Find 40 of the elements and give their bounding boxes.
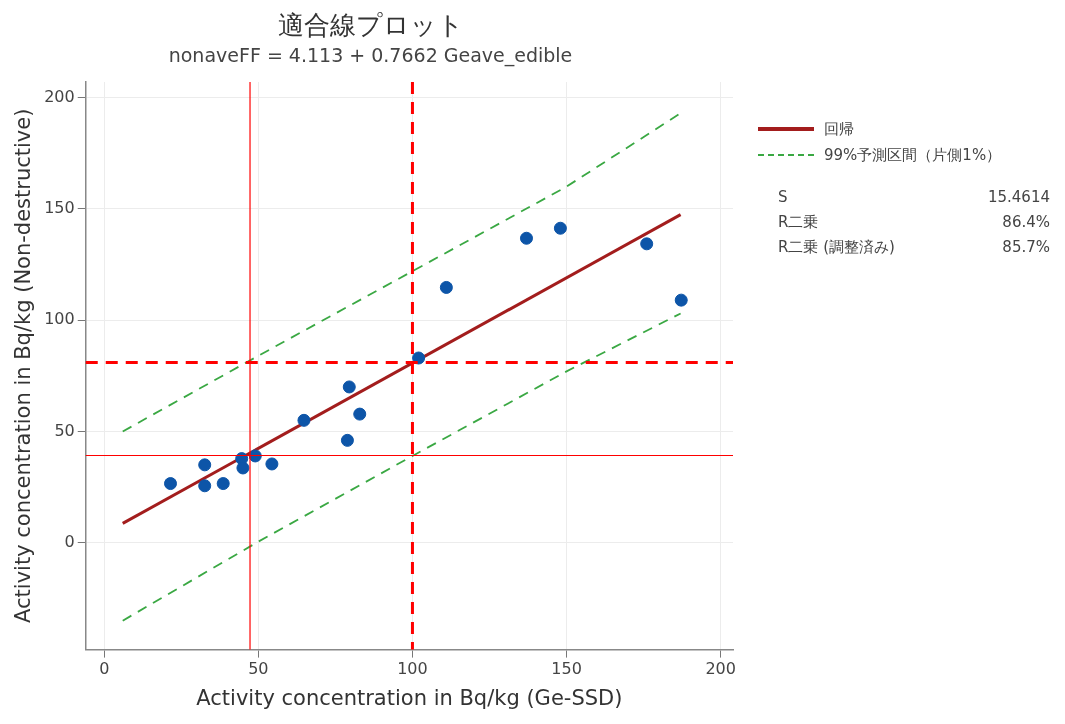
text: 85.7% (1002, 238, 1050, 258)
chart-subtitle: nonaveFF = 4.113 + 0.7662 Geave_edible (168, 43, 573, 67)
text: R二乗 (778, 213, 819, 233)
text: R二乗 (調整済み) (778, 238, 895, 258)
point (297, 413, 311, 427)
point (198, 458, 212, 472)
text: 86.4% (1002, 213, 1050, 233)
x-axis-title: Activity concentration in Bq/kg (Ge-SSD) (196, 685, 623, 710)
point (640, 237, 654, 251)
line-series (121, 112, 682, 433)
x-tick-label: 100 (397, 659, 428, 679)
point (236, 461, 250, 475)
x-tick-label: 200 (705, 659, 736, 679)
line-series (121, 312, 682, 622)
point (553, 221, 567, 235)
point (674, 293, 688, 307)
y-tick-label: 150 (44, 198, 75, 218)
point (265, 457, 279, 471)
y-tick-label: 200 (44, 86, 75, 106)
text: 15.4614 (987, 188, 1050, 208)
point (439, 280, 453, 294)
x-tick-label: 0 (99, 659, 110, 679)
point (216, 477, 230, 491)
x-tick-label: 150 (551, 659, 582, 679)
point (353, 407, 367, 421)
point (519, 231, 533, 245)
y-axis-title: Activity concentration in Bq/kg (Non-destructive) (11, 108, 36, 623)
point (342, 380, 356, 394)
text: S (778, 188, 788, 208)
point (164, 477, 177, 491)
chart-title: 適合線プロット (277, 10, 464, 41)
point (198, 479, 212, 493)
point (340, 433, 354, 447)
x-tick-label: 50 (248, 659, 269, 679)
legend-label: 99%予測区間（片側1%） (824, 145, 1002, 165)
y-tick-label: 100 (44, 309, 75, 329)
point (412, 351, 426, 365)
y-tick-label: 0 (64, 531, 75, 551)
y-tick-label: 50 (54, 420, 75, 440)
legend-label: 回帰 (824, 119, 854, 139)
